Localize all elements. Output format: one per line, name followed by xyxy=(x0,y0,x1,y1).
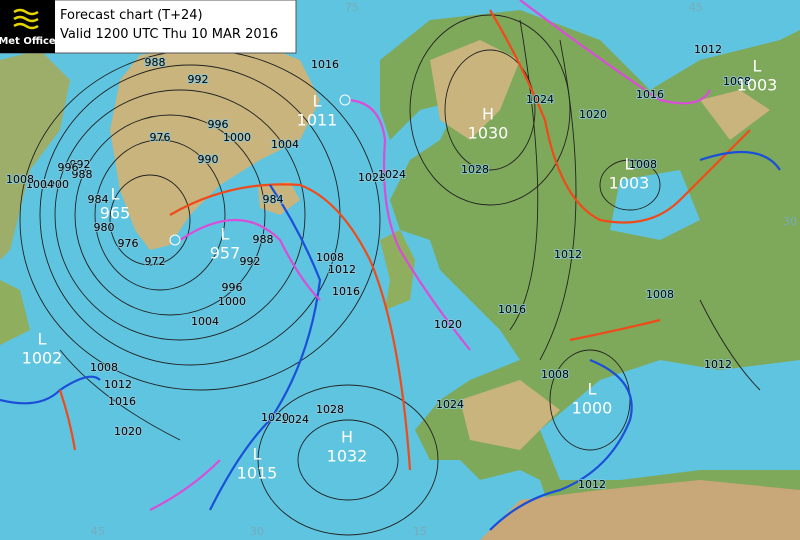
pressure-value: 957 xyxy=(210,244,241,263)
isobar-label: 980 xyxy=(94,221,115,234)
pressure-type: L xyxy=(313,92,322,111)
header-subtitle: Valid 1200 UTC Thu 10 MAR 2016 xyxy=(60,27,278,42)
pressure-type: L xyxy=(588,380,597,399)
pressure-value: 1011 xyxy=(297,111,338,130)
pressure-type: L xyxy=(38,330,47,349)
centre-markers xyxy=(169,94,351,246)
isobar-label: 996 xyxy=(222,281,243,294)
grid-label: 30 xyxy=(250,525,264,538)
logo-text: Met Office xyxy=(0,36,56,47)
pressure-type: L xyxy=(253,445,262,464)
isobar-label: 1016 xyxy=(311,58,339,71)
isobar-label: 1028 xyxy=(461,163,489,176)
isobar-label: 992 xyxy=(188,73,209,86)
pressure-type: H xyxy=(482,105,494,124)
isobar-label: 1000 xyxy=(41,178,69,191)
sea-mediterranean xyxy=(540,360,800,480)
isobar-label: 1000 xyxy=(223,131,251,144)
isobar-label: 1004 xyxy=(191,315,219,328)
isobar-label: 1012 xyxy=(578,478,606,491)
isobar-label: 1020 xyxy=(358,171,386,184)
isobar-label: 1020 xyxy=(114,425,142,438)
pressure-value: 965 xyxy=(100,204,131,223)
isobar-label: 1012 xyxy=(328,263,356,276)
grid-label: 45 xyxy=(689,1,703,14)
isobar-label: 1012 xyxy=(694,43,722,56)
highland-scandinavia xyxy=(430,40,520,140)
land-africa xyxy=(480,480,800,540)
isobar-label: 976 xyxy=(150,131,171,144)
isobar-label: 1024 xyxy=(436,398,464,411)
grid-label: 30 xyxy=(783,215,797,228)
isobar-label: 984 xyxy=(88,193,109,206)
isobar-label: 1012 xyxy=(554,248,582,261)
isobar-label: 1008 xyxy=(6,173,34,186)
isobar-label: 1008 xyxy=(90,361,118,374)
isobar-label: 1024 xyxy=(281,413,309,426)
pressure-type: L xyxy=(111,185,120,204)
isobar-label: 1008 xyxy=(723,75,751,88)
isobar-label: 1028 xyxy=(316,403,344,416)
isobar-label: 1008 xyxy=(629,158,657,171)
isobar-label: 996 xyxy=(58,161,79,174)
isobar-label: 1016 xyxy=(636,88,664,101)
pressure-value: 1003 xyxy=(737,76,778,95)
isobar-label: 1004 xyxy=(26,178,54,191)
isobar-label: 984 xyxy=(263,193,284,206)
isobar-label: 1008 xyxy=(541,368,569,381)
isobar-label: 1016 xyxy=(108,395,136,408)
land-greenland xyxy=(110,40,320,250)
header-title: Forecast chart (T+24) xyxy=(60,8,203,23)
isobar-label: 1008 xyxy=(646,288,674,301)
pressure-value: 1003 xyxy=(609,174,650,193)
isobar-label: 1012 xyxy=(704,358,732,371)
isobar-label: 992 xyxy=(70,158,91,171)
land-ural xyxy=(700,90,770,140)
pressure-type: L xyxy=(221,225,230,244)
pressure-value: 1002 xyxy=(22,349,63,368)
logo-icon xyxy=(13,8,39,30)
isobar-label: 976 xyxy=(118,237,139,250)
isobar-label: 1024 xyxy=(526,93,554,106)
isobars xyxy=(19,14,761,536)
highland-iberia xyxy=(460,380,560,450)
isobar-label: 972 xyxy=(145,255,166,268)
isobar-label: 1016 xyxy=(332,285,360,298)
pressure-type: L xyxy=(625,155,634,174)
isobar-label: 1016 xyxy=(498,303,526,316)
isobar-label: 1020 xyxy=(261,411,289,424)
isobar-label: 988 xyxy=(72,168,93,181)
pressure-type: H xyxy=(341,428,353,447)
isobar-label: 1020 xyxy=(579,108,607,121)
grid-label: 45 xyxy=(91,525,105,538)
land-canada xyxy=(0,50,70,260)
isobar-label: 992 xyxy=(240,255,261,268)
isobar-label: 1024 xyxy=(378,168,406,181)
isobar-label: 990 xyxy=(198,153,219,166)
pressure-value: 1015 xyxy=(237,464,278,483)
grid-label: 75 xyxy=(345,1,359,14)
isobar-label: 988 xyxy=(145,56,166,69)
isobar-label: 988 xyxy=(253,233,274,246)
pressure-type: L xyxy=(753,57,762,76)
isobar-label: 1012 xyxy=(104,378,132,391)
grid-label: 15 xyxy=(413,525,427,538)
fronts xyxy=(0,0,781,531)
land-newfoundland xyxy=(0,280,30,345)
pressure-value: 1030 xyxy=(468,124,509,143)
land-britain xyxy=(380,230,415,310)
isobar-label: 1020 xyxy=(434,318,462,331)
pressure-value: 1000 xyxy=(572,399,613,418)
pressure-value: 1032 xyxy=(327,447,368,466)
isobar-label: 996 xyxy=(208,118,229,131)
isobar-label: 1008 xyxy=(316,251,344,264)
isobar-label: 1000 xyxy=(218,295,246,308)
isobar-label: 1004 xyxy=(271,138,299,151)
